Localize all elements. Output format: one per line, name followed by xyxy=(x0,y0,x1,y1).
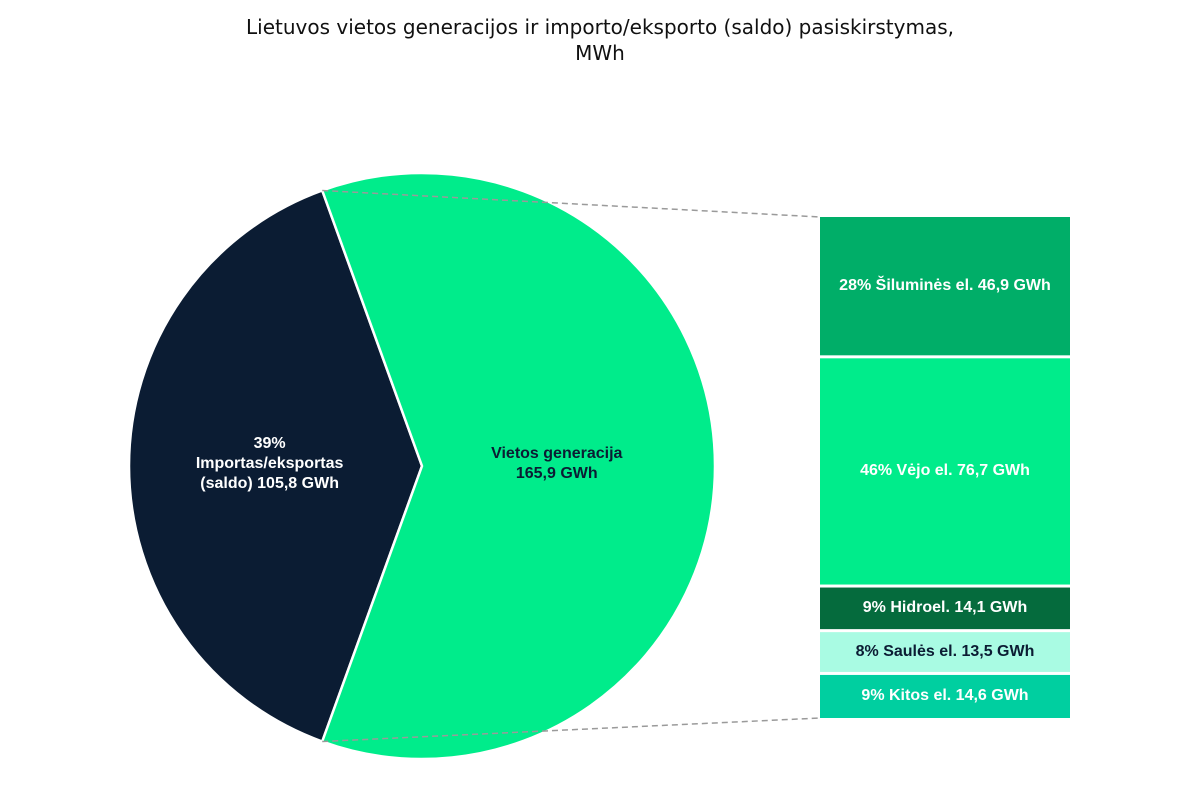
connector-line-0 xyxy=(322,189,821,218)
chart-title-line-2: MWh xyxy=(575,41,625,65)
pie-slice-0 xyxy=(127,188,424,744)
chart-title: Lietuvos vietos generacijos ir importo/e… xyxy=(0,14,1200,66)
breakdown-bar-segment-0 xyxy=(820,217,1070,356)
breakdown-bar-segment-4 xyxy=(820,674,1070,718)
breakdown-bar-segment-2 xyxy=(820,587,1070,630)
breakdown-bar-segment-3 xyxy=(820,632,1070,672)
pie-slice-1 xyxy=(320,171,717,761)
breakdown-bar-segment-1 xyxy=(820,358,1070,585)
connector-line-1 xyxy=(322,717,821,743)
chart-title-line-1: Lietuvos vietos generacijos ir importo/e… xyxy=(246,15,954,39)
